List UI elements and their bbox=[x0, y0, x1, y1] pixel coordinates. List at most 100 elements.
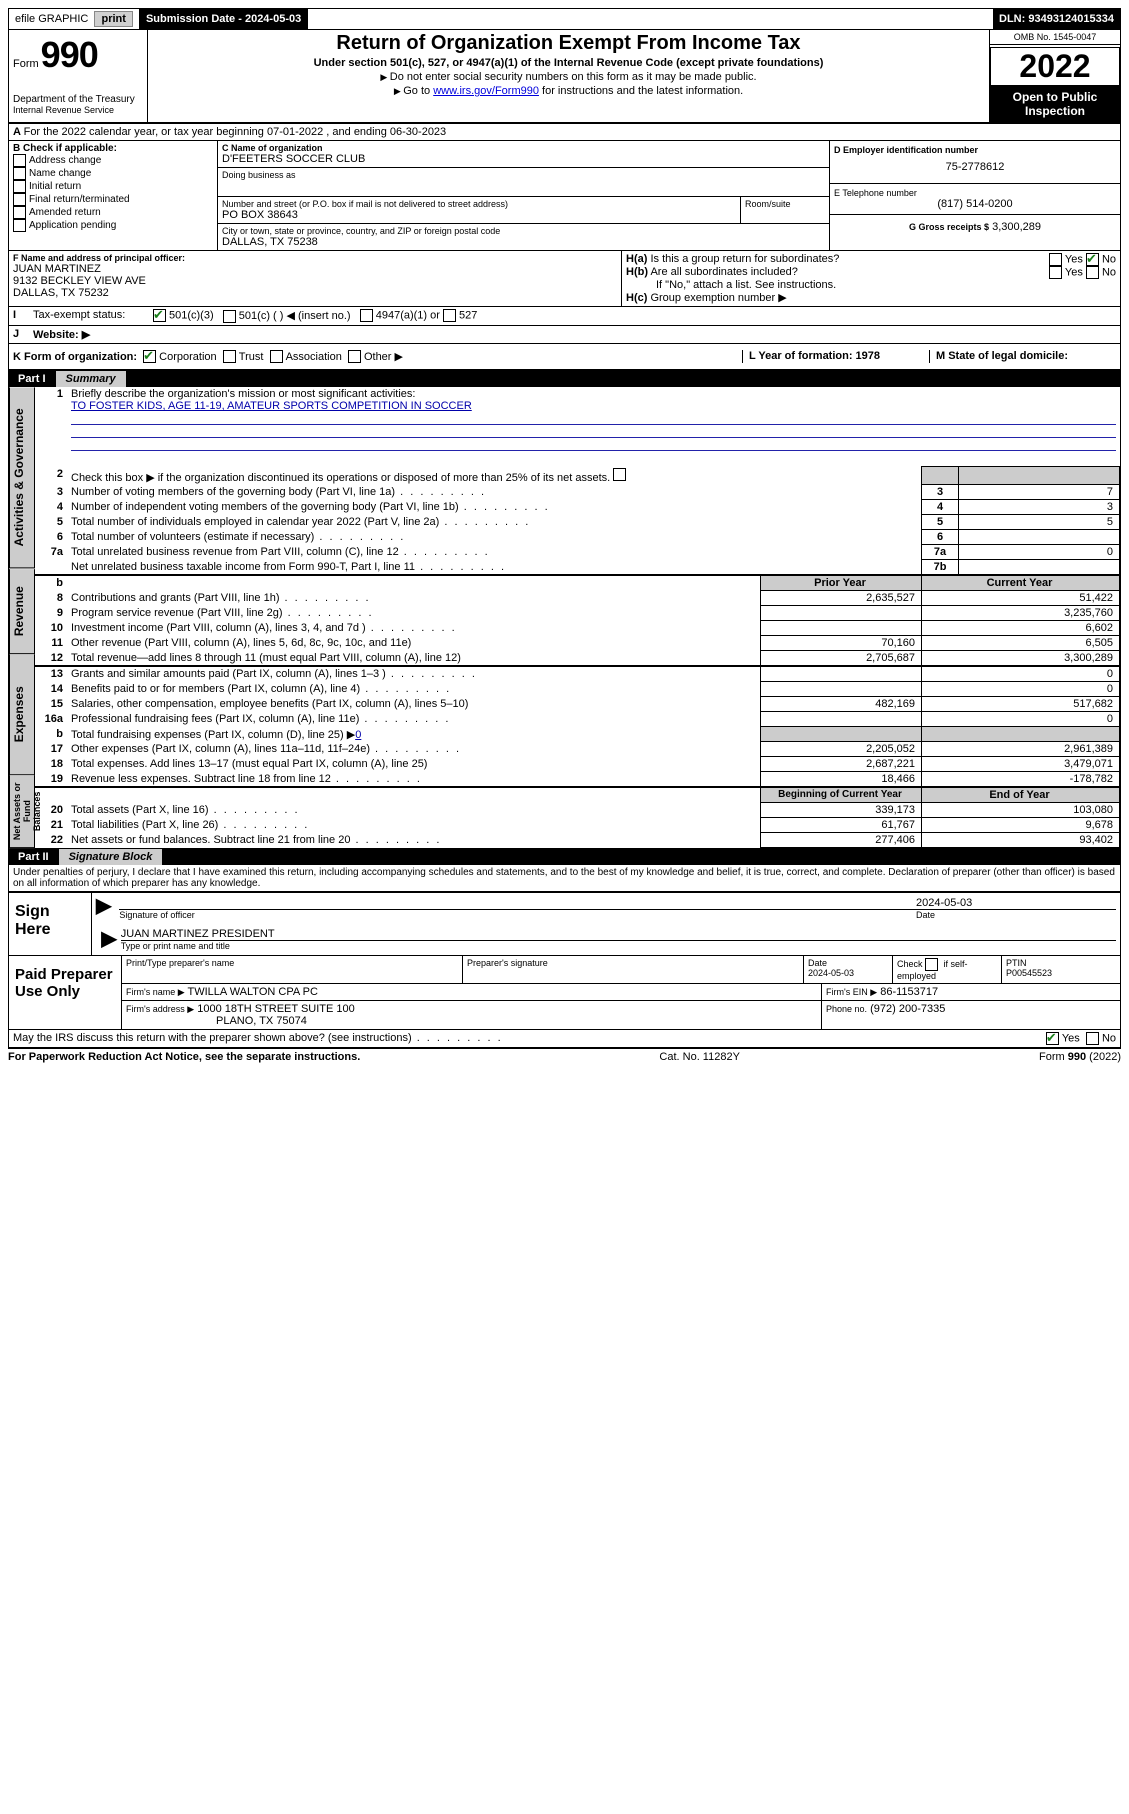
chk-other[interactable]: Other ▶ bbox=[348, 351, 403, 363]
officer-addr2: DALLAS, TX 75232 bbox=[13, 287, 617, 299]
year-formation: L Year of formation: 1978 bbox=[742, 350, 929, 364]
officer-print-label: Type or print name and title bbox=[121, 941, 1116, 951]
chk-527[interactable]: 527 bbox=[443, 309, 477, 323]
chk-amended[interactable]: Amended return bbox=[13, 206, 213, 219]
section-bcd: B Check if applicable: Address change Na… bbox=[8, 141, 1121, 251]
phone-value: (817) 514-0200 bbox=[834, 198, 1116, 210]
l7a: Total unrelated business revenue from Pa… bbox=[67, 545, 922, 560]
ein-label: D Employer identification number bbox=[834, 145, 1116, 155]
tax-status-label: Tax-exempt status: bbox=[33, 309, 153, 323]
tax-year: 2022 bbox=[990, 47, 1120, 86]
l22: Net assets or fund balances. Subtract li… bbox=[67, 833, 761, 848]
state-domicile: M State of legal domicile: bbox=[929, 350, 1116, 364]
chk-initial[interactable]: Initial return bbox=[13, 180, 213, 193]
gross-label: G Gross receipts $ bbox=[909, 222, 989, 232]
addr-label: Number and street (or P.O. box if mail i… bbox=[222, 199, 736, 209]
chk-address[interactable]: Address change bbox=[13, 154, 213, 167]
discuss-yes[interactable]: Yes bbox=[1046, 1032, 1080, 1045]
open-public: Open to Public Inspection bbox=[990, 86, 1120, 122]
chk-assoc[interactable]: Association bbox=[270, 351, 342, 363]
form-org-label: K Form of organization: bbox=[13, 351, 137, 363]
firm-addr2: PLANO, TX 75074 bbox=[216, 1015, 307, 1027]
l14: Benefits paid to or for members (Part IX… bbox=[67, 682, 761, 697]
l3: Number of voting members of the governin… bbox=[67, 485, 922, 500]
l2: Check this box ▶ if the organization dis… bbox=[67, 467, 922, 485]
l7b: Net unrelated business taxable income fr… bbox=[67, 560, 922, 576]
officer-print-name: JUAN MARTINEZ PRESIDENT bbox=[121, 928, 1116, 941]
form-title: Return of Organization Exempt From Incom… bbox=[156, 32, 981, 55]
l16b: Total fundraising expenses (Part IX, col… bbox=[67, 727, 761, 742]
sig-officer-label: Signature of officer bbox=[119, 910, 916, 920]
hb-no[interactable]: No bbox=[1086, 266, 1116, 279]
vtab-revenue: Revenue bbox=[9, 569, 35, 654]
officer-label: F Name and address of principal officer: bbox=[13, 253, 617, 263]
firm-addr1: 1000 18TH STREET SUITE 100 bbox=[197, 1003, 355, 1015]
ha-label: Is this a group return for subordinates? bbox=[650, 253, 839, 265]
v5: 5 bbox=[959, 515, 1120, 530]
l17: Other expenses (Part IX, column (A), lin… bbox=[67, 742, 761, 757]
l16a: Professional fundraising fees (Part IX, … bbox=[67, 712, 761, 727]
section-i: I Tax-exempt status: 501(c)(3) 501(c) ( … bbox=[8, 307, 1121, 326]
chk-corp[interactable]: Corporation bbox=[143, 351, 216, 363]
chk-501c3[interactable]: 501(c)(3) bbox=[153, 309, 214, 323]
dln: DLN: 93493124015334 bbox=[993, 9, 1120, 29]
l10: Investment income (Part VIII, column (A)… bbox=[67, 621, 761, 636]
l18: Total expenses. Add lines 13–17 (must eq… bbox=[67, 757, 761, 772]
section-fh: F Name and address of principal officer:… bbox=[8, 251, 1121, 307]
chk-trust[interactable]: Trust bbox=[223, 351, 264, 363]
chk-4947[interactable]: 4947(a)(1) or bbox=[360, 309, 440, 323]
l20: Total assets (Part X, line 16) bbox=[67, 803, 761, 818]
l13: Grants and similar amounts paid (Part IX… bbox=[67, 666, 761, 682]
l12: Total revenue—add lines 8 through 11 (mu… bbox=[67, 651, 761, 667]
l15: Salaries, other compensation, employee b… bbox=[67, 697, 761, 712]
chk-name[interactable]: Name change bbox=[13, 167, 213, 180]
website-label: Website: ▶ bbox=[33, 328, 90, 341]
org-name-label: C Name of organization bbox=[222, 143, 825, 153]
efile-label: efile GRAPHIC print bbox=[9, 9, 140, 29]
org-city: DALLAS, TX 75238 bbox=[222, 236, 825, 248]
dept-treasury: Department of the Treasury bbox=[13, 94, 143, 105]
sign-here-label: Sign Here bbox=[9, 893, 92, 955]
hdr-prior: Prior Year bbox=[761, 575, 922, 591]
l1-label: Briefly describe the organization's miss… bbox=[71, 388, 415, 400]
section-j: J Website: ▶ bbox=[8, 326, 1121, 344]
ssn-note: Do not enter social security numbers on … bbox=[156, 71, 981, 83]
prep-name-label: Print/Type preparer's name bbox=[122, 956, 463, 983]
section-klm: K Form of organization: Corporation Trus… bbox=[8, 344, 1121, 372]
hb-ifno: If "No," attach a list. See instructions… bbox=[626, 279, 1116, 291]
irs-label: Internal Revenue Service bbox=[13, 105, 143, 115]
irs-link[interactable]: www.irs.gov/Form990 bbox=[433, 85, 539, 97]
discuss-no[interactable]: No bbox=[1086, 1032, 1116, 1045]
v3: 7 bbox=[959, 485, 1120, 500]
ha-no[interactable]: No bbox=[1086, 253, 1116, 266]
l8: Contributions and grants (Part VIII, lin… bbox=[67, 591, 761, 606]
city-label: City or town, state or province, country… bbox=[222, 226, 825, 236]
org-address: PO BOX 38643 bbox=[222, 209, 736, 221]
hb-yes[interactable]: Yes bbox=[1049, 266, 1083, 279]
declaration: Under penalties of perjury, I declare th… bbox=[8, 865, 1121, 892]
chk-pending[interactable]: Application pending bbox=[13, 219, 213, 232]
v7b bbox=[959, 560, 1120, 576]
hdr-curr: Current Year bbox=[922, 575, 1120, 591]
submission-date: Submission Date - 2024-05-03 bbox=[140, 9, 308, 29]
v6 bbox=[959, 530, 1120, 545]
chk-final[interactable]: Final return/terminated bbox=[13, 193, 213, 206]
ptin: P00545523 bbox=[1006, 968, 1052, 978]
hb-label: Are all subordinates included? bbox=[650, 266, 797, 278]
form-number: Form990 bbox=[13, 34, 143, 76]
l11: Other revenue (Part VIII, column (A), li… bbox=[67, 636, 761, 651]
link-note: Go to www.irs.gov/Form990 for instructio… bbox=[156, 85, 981, 97]
hdr-beg: Beginning of Current Year bbox=[761, 787, 922, 803]
part2-bar: Part II Signature Block bbox=[8, 849, 1121, 865]
chk-501c[interactable]: 501(c) ( ) ◀ (insert no.) bbox=[223, 309, 351, 323]
print-button[interactable]: print bbox=[94, 11, 132, 27]
box-b-label: B Check if applicable: bbox=[13, 143, 213, 154]
l4: Number of independent voting members of … bbox=[67, 500, 922, 515]
footer-right: Form 990 (2022) bbox=[1039, 1051, 1121, 1063]
ha-yes[interactable]: Yes bbox=[1049, 253, 1083, 266]
vtab-expenses: Expenses bbox=[9, 654, 35, 775]
discuss-row: May the IRS discuss this return with the… bbox=[8, 1030, 1121, 1049]
sign-here-block: Sign Here ▶ 2024-05-03 Signature of offi… bbox=[8, 892, 1121, 956]
officer-name: JUAN MARTINEZ bbox=[13, 263, 617, 275]
l5: Total number of individuals employed in … bbox=[67, 515, 922, 530]
